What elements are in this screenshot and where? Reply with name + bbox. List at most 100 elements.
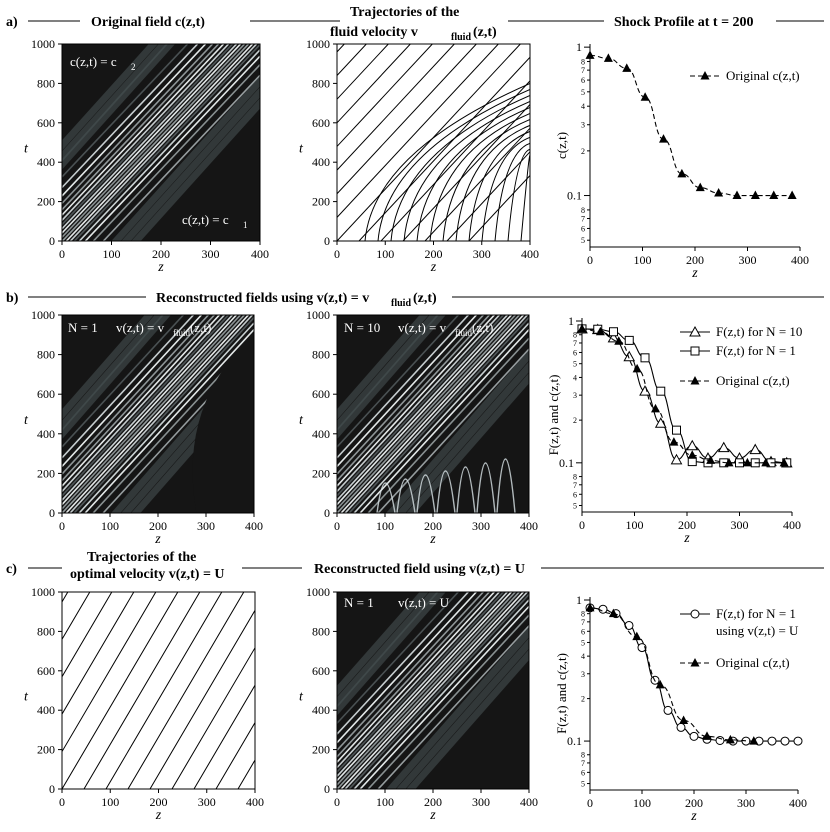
panel-fluid-trajectories: 0 100 200 300 400 0 200 400 600 800 1000 z t: [299, 37, 539, 275]
b2-lobe: [396, 478, 416, 513]
c3-point: [767, 736, 777, 746]
c3-ylabel: F(z,t) and c(z,t): [554, 653, 569, 734]
c1-xtick-label: 300: [198, 795, 216, 809]
c2-stripe: [337, 592, 501, 769]
b1-xtick-label: 100: [101, 519, 119, 533]
b3-point: [654, 417, 667, 428]
c1-trajectory: [62, 592, 69, 603]
b1-ytick-label: 200: [37, 466, 55, 480]
c2-label-n: N = 1: [344, 595, 374, 610]
a3-point: [585, 50, 595, 59]
c3-ytick-minor-label: 2: [581, 695, 585, 704]
c1-trajectory: [215, 721, 255, 789]
a3-point: [769, 190, 779, 200]
b2-lobe: [456, 466, 476, 513]
b3-point: [742, 457, 752, 467]
c3-ytick-major-label: 0.1: [567, 734, 582, 748]
b1-ylabel: t: [24, 413, 29, 428]
b3-xtick-label: 100: [626, 518, 644, 532]
b2-halo: [396, 361, 529, 513]
a3-ytick-minor-label: 7: [581, 215, 585, 224]
b1-stripe: [62, 315, 234, 502]
a1-stripe: [62, 44, 230, 222]
b2-stripes: [337, 315, 529, 513]
row-b-title-end: (z,t): [413, 291, 437, 306]
c2-stripe: [340, 592, 525, 789]
a3-ytick-minor-label: 6: [581, 76, 585, 85]
b3-legend-marker: [690, 346, 700, 356]
a2-trajectory: [402, 103, 530, 241]
c2-stripe: [337, 592, 517, 787]
a2-trajectory-curved: [507, 148, 530, 241]
b2-stripe: [367, 337, 529, 513]
b3-point: [724, 457, 734, 467]
c3-legend-label-2: using v(z,t) = U: [716, 623, 799, 638]
a1-stripe: [62, 44, 189, 179]
a3-xtick-label: 100: [634, 253, 652, 267]
c3-xtick-label: 100: [633, 796, 651, 810]
c1-ytick-label: 1000: [31, 585, 55, 599]
c3-point: [632, 631, 642, 641]
a2-xtick-label: 100: [376, 247, 394, 261]
a1-stripe: [62, 44, 250, 241]
a3-ytick-minor-label: 3: [581, 121, 585, 130]
c2-ytick-label: 0: [324, 782, 330, 796]
b3-point: [687, 450, 697, 459]
b2-stripe: [348, 316, 529, 513]
a1-halo: [121, 86, 260, 241]
a2-ytick-label: 0: [324, 234, 330, 248]
b3-ytick-minor-label: 5: [573, 360, 577, 369]
c3-point: [585, 602, 595, 612]
b2-stripe: [340, 315, 525, 513]
c2-halo: [386, 626, 529, 789]
c1-xtick-label: 400: [246, 795, 264, 809]
b2-xtick-label: 0: [334, 519, 340, 533]
b3-ytick-minor-label: 8: [573, 331, 577, 340]
c3-point: [676, 722, 686, 732]
a2-trajectory: [337, 44, 499, 219]
b3-xlabel: z: [683, 531, 690, 546]
a1-halo: [62, 44, 159, 151]
b2-halo: [406, 372, 529, 513]
b2-xlabel: z: [429, 532, 436, 547]
b3-point: [609, 327, 618, 337]
a1-ytick-label: 200: [37, 195, 55, 209]
c3-legend-label: Original c(z,t): [716, 655, 790, 670]
c2-stripe: [337, 592, 470, 736]
b1-stripe: [62, 315, 226, 493]
a1-ylabel: t: [24, 142, 29, 157]
c3-legend-marker: [690, 609, 700, 619]
b1-halo: [62, 315, 164, 432]
c2-stripe: [359, 605, 529, 789]
a3-ytick-major-label: 1: [576, 40, 582, 54]
a3-point: [732, 190, 742, 200]
c1-trajectory: [62, 592, 113, 678]
c2-stripe: [337, 592, 505, 774]
b2-lobe: [416, 474, 436, 513]
b1-stripe: [62, 315, 230, 498]
b2-ytick-label: 1000: [306, 308, 330, 322]
a1-stripe: [62, 44, 225, 217]
a3-point: [622, 63, 632, 72]
b2-lobe: [376, 482, 396, 513]
c1-trajectory: [149, 609, 255, 789]
b2-ytick-label: 600: [312, 387, 330, 401]
a2-ylabel: t: [299, 142, 304, 157]
a2-trajectory: [468, 174, 530, 241]
c2-xtick-label: 0: [334, 795, 340, 809]
a3-point: [787, 190, 797, 200]
a2-trajectory: [380, 80, 530, 241]
c1-trajectory: [83, 592, 201, 789]
row-c-title-3: Reconstructed field using v(z,t) = U: [314, 562, 525, 577]
b3-ytick-minor-label: 5: [573, 502, 577, 511]
b1-stripe: [84, 328, 254, 513]
b3-ytick-major-label: 0.1: [559, 456, 574, 470]
a2-trajectory: [337, 44, 411, 124]
c2-label-v: v(z,t) = U: [398, 595, 450, 610]
a1-stripe: [65, 44, 254, 241]
c3-point: [780, 736, 790, 746]
a2-ytick-label: 600: [312, 116, 330, 130]
a2-trajectory: [337, 44, 477, 195]
c2-stripe: [348, 593, 529, 789]
